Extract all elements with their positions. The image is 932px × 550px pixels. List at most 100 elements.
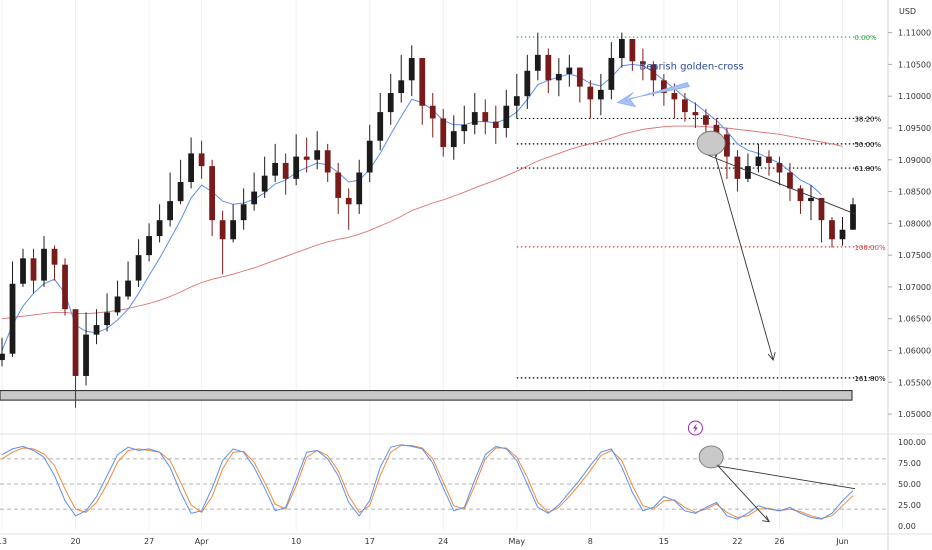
candle[interactable] bbox=[766, 150, 772, 176]
candle[interactable] bbox=[230, 204, 237, 243]
forecast-line-up bbox=[707, 154, 857, 215]
candle[interactable] bbox=[356, 159, 363, 214]
candle[interactable] bbox=[608, 42, 615, 100]
candle-body bbox=[167, 201, 173, 221]
candle[interactable] bbox=[377, 93, 384, 151]
candle[interactable] bbox=[345, 188, 352, 230]
candle-body bbox=[797, 188, 804, 202]
candle[interactable] bbox=[682, 93, 688, 122]
candle[interactable] bbox=[513, 73, 520, 119]
candle[interactable] bbox=[419, 58, 426, 125]
candle[interactable] bbox=[62, 258, 68, 316]
candle[interactable] bbox=[408, 45, 415, 97]
candle[interactable] bbox=[587, 80, 594, 119]
candle[interactable] bbox=[429, 93, 436, 138]
candle-body bbox=[745, 166, 751, 179]
candle-body bbox=[682, 99, 688, 113]
candle[interactable] bbox=[335, 162, 342, 214]
candle[interactable] bbox=[545, 48, 552, 94]
candle[interactable] bbox=[524, 54, 531, 109]
candle[interactable] bbox=[450, 115, 457, 160]
candle[interactable] bbox=[597, 73, 604, 116]
candle-body bbox=[335, 172, 342, 198]
price-tick-label: 1.07000 bbox=[898, 283, 931, 292]
candle[interactable] bbox=[41, 236, 47, 287]
candle[interactable] bbox=[20, 248, 26, 287]
candle[interactable] bbox=[576, 67, 583, 103]
candle[interactable] bbox=[461, 105, 468, 144]
candle[interactable] bbox=[125, 261, 131, 300]
support-zone-box bbox=[0, 390, 853, 401]
candle[interactable] bbox=[534, 32, 541, 81]
target-circle bbox=[696, 130, 726, 156]
candle[interactable] bbox=[135, 239, 142, 287]
candle[interactable] bbox=[314, 131, 321, 170]
candle[interactable] bbox=[93, 309, 100, 345]
candle[interactable] bbox=[745, 153, 751, 183]
candle[interactable] bbox=[692, 102, 699, 128]
candle[interactable] bbox=[104, 293, 110, 332]
candle[interactable] bbox=[797, 185, 804, 214]
candle[interactable] bbox=[639, 48, 646, 81]
candle[interactable] bbox=[850, 197, 856, 230]
candle[interactable] bbox=[30, 248, 37, 294]
candle[interactable] bbox=[734, 150, 741, 192]
candle[interactable] bbox=[177, 159, 184, 205]
price-tick-label: 1.10500 bbox=[898, 60, 931, 69]
candle-body bbox=[366, 140, 373, 173]
candle[interactable] bbox=[366, 124, 373, 183]
candle[interactable] bbox=[167, 172, 173, 227]
candle[interactable] bbox=[240, 188, 247, 230]
candle[interactable] bbox=[51, 245, 58, 281]
candle[interactable] bbox=[303, 137, 310, 173]
candle-body bbox=[398, 80, 405, 94]
candle[interactable] bbox=[482, 99, 489, 135]
candle[interactable] bbox=[808, 185, 814, 221]
candle[interactable] bbox=[724, 127, 730, 179]
candle[interactable] bbox=[156, 204, 163, 243]
candle[interactable] bbox=[272, 143, 279, 183]
candle[interactable] bbox=[261, 156, 268, 198]
candle[interactable] bbox=[219, 210, 226, 275]
candle[interactable] bbox=[650, 61, 657, 97]
candle[interactable] bbox=[618, 32, 625, 68]
candle[interactable] bbox=[209, 159, 216, 237]
candle[interactable] bbox=[114, 280, 121, 316]
candle[interactable] bbox=[839, 217, 846, 246]
candle[interactable] bbox=[440, 108, 447, 157]
price-tick-label: 1.06500 bbox=[898, 315, 931, 324]
candlesticks[interactable] bbox=[0, 32, 856, 408]
candle[interactable] bbox=[787, 162, 793, 202]
candle[interactable] bbox=[755, 143, 762, 173]
candle[interactable] bbox=[398, 54, 405, 103]
candle[interactable] bbox=[387, 73, 394, 125]
time-tick-label: 17 bbox=[365, 537, 375, 546]
candle[interactable] bbox=[9, 261, 16, 357]
candle[interactable] bbox=[146, 223, 152, 262]
candle[interactable] bbox=[818, 197, 825, 243]
candle[interactable] bbox=[566, 54, 573, 87]
candle[interactable] bbox=[471, 93, 478, 135]
candle[interactable] bbox=[72, 309, 79, 408]
candle[interactable] bbox=[188, 137, 195, 189]
candle[interactable] bbox=[198, 140, 205, 179]
candle[interactable] bbox=[83, 312, 89, 386]
candle[interactable] bbox=[629, 38, 636, 71]
event-flag[interactable] bbox=[687, 420, 703, 436]
candle[interactable] bbox=[829, 217, 835, 248]
candle[interactable] bbox=[503, 89, 510, 138]
candle[interactable] bbox=[324, 143, 331, 183]
candle[interactable] bbox=[492, 105, 499, 144]
fib-level-label: 0.00% bbox=[854, 34, 877, 42]
candle[interactable] bbox=[251, 172, 258, 211]
candle[interactable] bbox=[776, 156, 783, 186]
candle[interactable] bbox=[293, 134, 300, 186]
stochastic-oscillator[interactable] bbox=[0, 444, 888, 523]
candle[interactable] bbox=[0, 337, 5, 367]
candle-body bbox=[0, 353, 5, 361]
candle[interactable] bbox=[282, 153, 289, 195]
candle[interactable] bbox=[555, 58, 562, 97]
candle-body bbox=[597, 89, 604, 100]
